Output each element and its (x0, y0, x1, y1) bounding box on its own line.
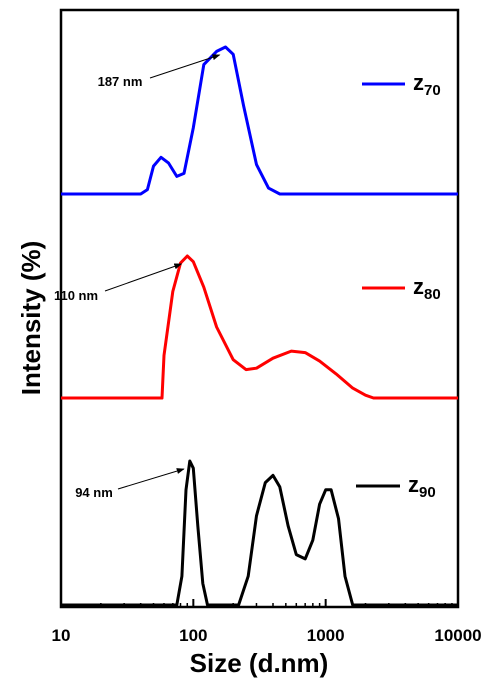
series-line-z90 (61, 459, 458, 607)
y-axis-title: Intensity (%) (16, 241, 46, 396)
peak-annotation-label: 110 nm (54, 288, 98, 303)
x-axis-title: Size (d.nm) (190, 648, 329, 678)
peak-annotation-arrow (104, 263, 183, 292)
legend: z70 z80 z90 (356, 70, 441, 501)
peak-annotation-label: 187 nm (98, 74, 143, 89)
peak-annotation-arrow (117, 468, 185, 490)
x-tick-label: 100 (179, 626, 207, 645)
series-line-z80 (61, 254, 458, 400)
legend-label: z70 (413, 70, 441, 99)
x-axis-tick-labels: 10 100 1000 10000 (52, 626, 482, 645)
series-line-z70 (61, 45, 458, 196)
peak-annotation-label: 94 nm (75, 485, 113, 500)
series-layer (61, 45, 458, 607)
x-tick-label: 1000 (307, 626, 345, 645)
x-tick-label: 10000 (434, 626, 481, 645)
plot-frame (59, 8, 460, 609)
legend-label: z80 (413, 274, 441, 303)
legend-label: z90 (408, 472, 436, 501)
peak-annotation-arrow (149, 54, 221, 79)
x-tick-label: 10 (52, 626, 71, 645)
peak-annotations: 187 nm 110 nm 94 nm (54, 54, 221, 500)
